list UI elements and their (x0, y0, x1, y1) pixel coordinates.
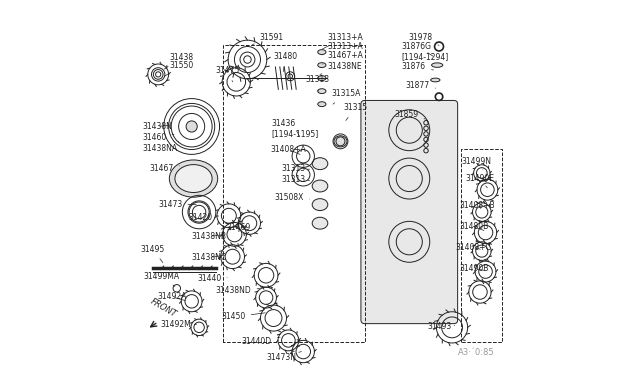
Ellipse shape (312, 217, 328, 229)
Ellipse shape (318, 63, 326, 68)
Ellipse shape (170, 160, 218, 197)
Text: 31550: 31550 (164, 61, 193, 77)
Text: 31480: 31480 (273, 52, 298, 72)
Ellipse shape (318, 50, 326, 55)
Text: 31467+A: 31467+A (323, 51, 364, 64)
Text: 31313+A: 31313+A (323, 42, 363, 55)
Text: 31859: 31859 (394, 110, 425, 119)
Text: FRONT: FRONT (149, 297, 179, 319)
Text: 31591: 31591 (252, 33, 284, 45)
Text: 31876G
[1194-1294]: 31876G [1194-1294] (402, 42, 449, 61)
Ellipse shape (431, 78, 440, 82)
Text: 31508X: 31508X (275, 193, 310, 202)
Text: 31438ND: 31438ND (216, 286, 260, 295)
Text: 31978: 31978 (408, 33, 439, 45)
Ellipse shape (431, 63, 443, 67)
Circle shape (186, 121, 197, 132)
Ellipse shape (318, 89, 326, 94)
Text: 31438NA: 31438NA (142, 141, 179, 153)
Text: 31492M: 31492M (161, 320, 196, 329)
Text: 31438NC: 31438NC (191, 253, 227, 262)
Text: 31408+C: 31408+C (456, 243, 492, 252)
Text: 31438N: 31438N (142, 122, 172, 131)
Text: 31315A: 31315A (331, 89, 360, 104)
Text: 31440D: 31440D (242, 337, 280, 346)
Text: 31492A: 31492A (157, 292, 186, 301)
Ellipse shape (312, 158, 328, 170)
Text: 31440: 31440 (197, 274, 227, 283)
Ellipse shape (175, 164, 212, 193)
Text: 31420: 31420 (188, 213, 219, 222)
Text: 31499MA: 31499MA (143, 272, 179, 286)
Text: A3·´0:85: A3·´0:85 (458, 348, 495, 357)
Text: 31408+A: 31408+A (271, 145, 307, 154)
FancyBboxPatch shape (361, 100, 458, 324)
Text: 31313: 31313 (281, 164, 310, 173)
Text: 31473N: 31473N (266, 352, 301, 362)
Text: 31469: 31469 (227, 223, 250, 232)
Text: 31493: 31493 (427, 322, 454, 331)
Ellipse shape (334, 136, 347, 147)
Text: 31475: 31475 (216, 66, 240, 82)
Text: 31438: 31438 (164, 53, 193, 69)
Text: 31473: 31473 (158, 200, 196, 209)
Text: 31438NE: 31438NE (320, 62, 362, 74)
Text: 31490E: 31490E (465, 174, 494, 188)
Text: 31315: 31315 (343, 103, 367, 121)
Text: 31490B: 31490B (460, 264, 489, 273)
Text: 31480B: 31480B (460, 222, 489, 231)
Text: 31467: 31467 (150, 164, 180, 173)
Text: 31495: 31495 (141, 245, 165, 263)
Ellipse shape (312, 199, 328, 211)
Text: 31876: 31876 (402, 62, 433, 71)
Text: 31438NB: 31438NB (191, 232, 227, 241)
Text: 31460: 31460 (142, 133, 174, 142)
Text: 31313+A: 31313+A (323, 33, 363, 49)
Ellipse shape (318, 102, 326, 106)
Text: 31436
[1194-1195]: 31436 [1194-1195] (271, 119, 319, 138)
Ellipse shape (318, 76, 326, 80)
Ellipse shape (312, 180, 328, 192)
Text: 31313: 31313 (305, 76, 329, 91)
Text: 31408+B: 31408+B (460, 201, 495, 210)
Text: 31450: 31450 (221, 312, 265, 321)
Text: 31877: 31877 (406, 81, 436, 90)
Text: 31313: 31313 (281, 175, 310, 184)
Text: 31499N: 31499N (461, 157, 492, 169)
